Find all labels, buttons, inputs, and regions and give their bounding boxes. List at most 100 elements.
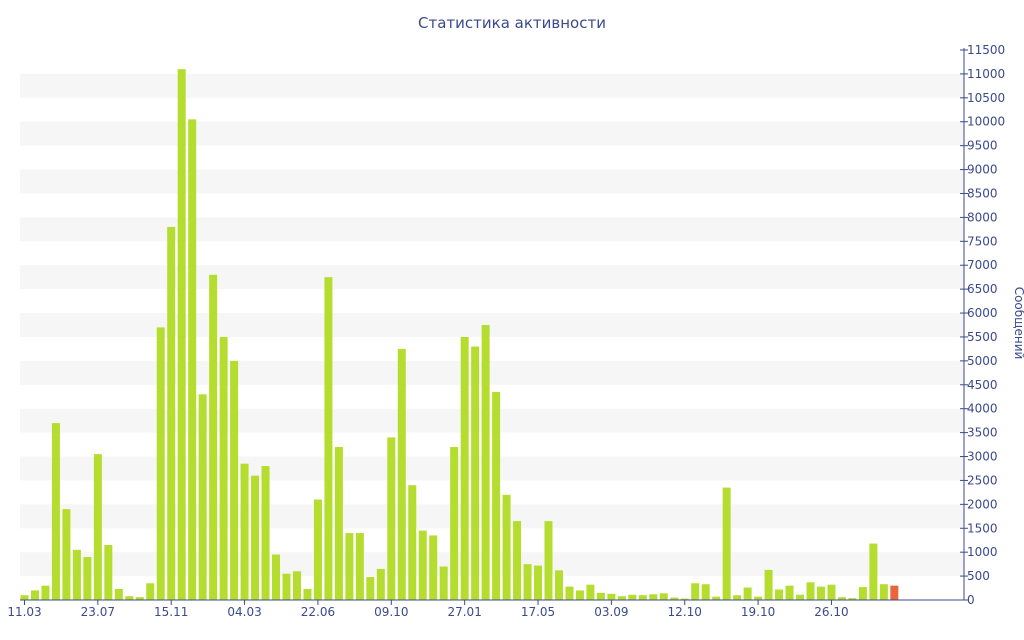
bar[interactable] — [209, 274, 218, 600]
bar[interactable] — [816, 586, 825, 600]
bar[interactable] — [712, 596, 721, 600]
bar[interactable] — [659, 593, 668, 600]
bar[interactable] — [649, 594, 658, 600]
bar[interactable] — [670, 597, 679, 600]
bar[interactable] — [198, 394, 207, 600]
bar[interactable] — [292, 571, 301, 600]
bar[interactable] — [230, 360, 239, 600]
bar[interactable] — [743, 587, 752, 600]
y-tick-label: 4500 — [967, 378, 998, 392]
bar[interactable] — [188, 119, 197, 600]
grid-band — [20, 265, 964, 290]
bar[interactable] — [439, 566, 448, 600]
y-tick-label: 3500 — [967, 426, 998, 440]
bar[interactable] — [785, 585, 794, 600]
bar[interactable] — [450, 446, 459, 600]
bar[interactable] — [754, 596, 763, 600]
bar[interactable] — [628, 594, 637, 600]
bar[interactable] — [282, 573, 291, 600]
bar[interactable] — [691, 583, 700, 600]
bar[interactable] — [251, 475, 260, 600]
bar[interactable] — [41, 585, 50, 600]
bar[interactable] — [534, 565, 543, 600]
bar[interactable] — [272, 554, 281, 600]
bar[interactable] — [848, 598, 857, 600]
bar[interactable] — [72, 549, 81, 600]
bar[interactable] — [607, 593, 616, 600]
y-tick-label: 6000 — [967, 306, 998, 320]
bar[interactable] — [827, 584, 836, 600]
y-tick-label: 9500 — [967, 139, 998, 153]
bar[interactable] — [680, 598, 689, 600]
grid-band — [20, 217, 964, 242]
bar[interactable] — [156, 327, 165, 600]
x-tick-label: 15.11 — [154, 605, 188, 619]
bar[interactable] — [114, 589, 123, 600]
bar[interactable] — [146, 583, 155, 600]
bar[interactable] — [135, 597, 144, 600]
bar[interactable] — [83, 556, 92, 600]
bar[interactable] — [879, 584, 888, 600]
bar[interactable] — [492, 391, 501, 600]
bar[interactable] — [565, 586, 574, 600]
bar[interactable] — [366, 577, 375, 600]
bar[interactable] — [355, 533, 364, 600]
bar[interactable] — [324, 277, 333, 600]
bar[interactable] — [701, 584, 710, 600]
bar[interactable] — [93, 454, 102, 600]
bar[interactable] — [575, 590, 584, 600]
bar[interactable] — [513, 521, 522, 600]
x-axis: 11.03 23.07 15.11 04.03 22.06 09.10 27.01 17.05… — [7, 599, 964, 619]
bar[interactable] — [20, 595, 29, 600]
bar[interactable] — [376, 568, 385, 600]
bar[interactable] — [125, 596, 134, 600]
bar[interactable] — [775, 589, 784, 600]
bar[interactable] — [638, 595, 647, 600]
bar[interactable] — [502, 494, 511, 600]
x-tick-label: 03.09 — [594, 605, 628, 619]
bar[interactable] — [345, 533, 354, 600]
bar[interactable] — [617, 596, 626, 600]
y-tick-label: 8000 — [967, 210, 998, 224]
bar[interactable] — [460, 336, 469, 600]
bar[interactable] — [890, 585, 899, 600]
bar[interactable] — [387, 437, 396, 600]
bars — [20, 69, 899, 600]
bar[interactable] — [554, 570, 563, 600]
bar[interactable] — [261, 466, 270, 600]
bar[interactable] — [303, 589, 312, 600]
bar[interactable] — [596, 592, 605, 600]
bar[interactable] — [104, 545, 113, 600]
y-axis-title: Сообщений — [1012, 287, 1024, 360]
bar[interactable] — [240, 463, 249, 600]
bar[interactable] — [764, 569, 773, 600]
bar[interactable] — [418, 530, 427, 600]
bar[interactable] — [429, 535, 438, 600]
bar[interactable] — [397, 348, 406, 600]
bar[interactable] — [334, 446, 343, 600]
grid-band — [20, 73, 964, 98]
bar[interactable] — [869, 543, 878, 600]
bar[interactable] — [544, 521, 553, 600]
bar[interactable] — [471, 346, 480, 600]
bar[interactable] — [722, 487, 731, 600]
y-tick-label: 10500 — [967, 91, 1005, 105]
bar[interactable] — [481, 325, 490, 600]
bar[interactable] — [733, 595, 742, 600]
bar[interactable] — [586, 584, 595, 600]
x-tick-label: 04.03 — [227, 605, 261, 619]
bar[interactable] — [177, 69, 186, 600]
bar[interactable] — [858, 587, 867, 600]
bar[interactable] — [313, 499, 322, 600]
bar[interactable] — [796, 594, 805, 600]
bar[interactable] — [523, 564, 532, 600]
y-tick-label: 500 — [967, 569, 990, 583]
bar[interactable] — [167, 226, 176, 600]
bar[interactable] — [837, 597, 846, 600]
bar[interactable] — [806, 582, 815, 600]
bar[interactable] — [62, 509, 71, 600]
bar[interactable] — [219, 336, 228, 600]
bar[interactable] — [30, 590, 39, 600]
bar[interactable] — [408, 485, 417, 600]
bar[interactable] — [51, 423, 60, 600]
